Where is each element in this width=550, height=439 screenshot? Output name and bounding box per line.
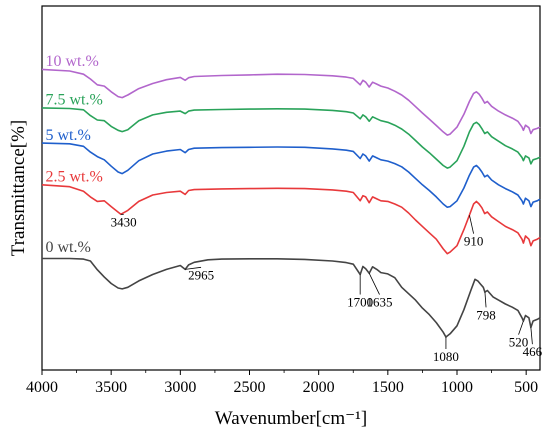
annotation-leader bbox=[368, 273, 380, 295]
annotation-label: 520 bbox=[509, 335, 529, 350]
annotation-label: 1080 bbox=[433, 349, 459, 364]
annotation-leader bbox=[518, 320, 524, 335]
x-tick-label: 2500 bbox=[234, 379, 266, 396]
annotation-label: 1700 bbox=[347, 295, 373, 310]
x-tick-label: 1500 bbox=[372, 379, 404, 396]
y-axis-title: Transmittance[%] bbox=[8, 120, 29, 257]
series-label: 2.5 wt.% bbox=[45, 169, 102, 186]
x-tick-label: 3000 bbox=[164, 379, 196, 396]
annotation-label: 466 bbox=[523, 344, 543, 359]
annotation-leader bbox=[469, 215, 474, 234]
series-line bbox=[41, 107, 541, 169]
series-label: 10 wt.% bbox=[45, 53, 98, 70]
annotation-leader bbox=[530, 327, 533, 345]
annotation-label: 3430 bbox=[111, 214, 137, 229]
annotation-leader bbox=[185, 266, 202, 270]
series-label: 7.5 wt.% bbox=[45, 92, 102, 109]
series-label: 5 wt.% bbox=[45, 127, 90, 144]
annotation-label: 910 bbox=[464, 234, 484, 249]
series-label: 0 wt.% bbox=[45, 239, 90, 256]
x-axis-title: Wavenumber[cm⁻¹] bbox=[215, 408, 367, 429]
x-tick-label: 3500 bbox=[95, 379, 127, 396]
annotation-label: 1635 bbox=[367, 295, 393, 310]
series-line bbox=[41, 68, 541, 136]
x-tick-label: 1000 bbox=[441, 379, 473, 396]
x-tick-label: 4000 bbox=[26, 379, 58, 396]
series-label-layer: 0 wt.% 2.5 wt.% 5 wt.% 7.5 wt.% 10 wt.% bbox=[45, 53, 102, 256]
x-tick-label: 500 bbox=[514, 379, 538, 396]
x-axis: 4000 3500 3000 2500 2000 1500 1000 500 bbox=[26, 370, 538, 396]
series-line bbox=[41, 142, 541, 208]
x-tick-label: 2000 bbox=[303, 379, 335, 396]
series-layer bbox=[41, 68, 541, 338]
annotation-label: 2965 bbox=[188, 267, 214, 282]
annotation-leader bbox=[484, 292, 487, 308]
series-line bbox=[41, 184, 541, 255]
series-line bbox=[42, 257, 541, 338]
plot-frame bbox=[41, 5, 541, 371]
annotation-label: 798 bbox=[476, 307, 496, 322]
